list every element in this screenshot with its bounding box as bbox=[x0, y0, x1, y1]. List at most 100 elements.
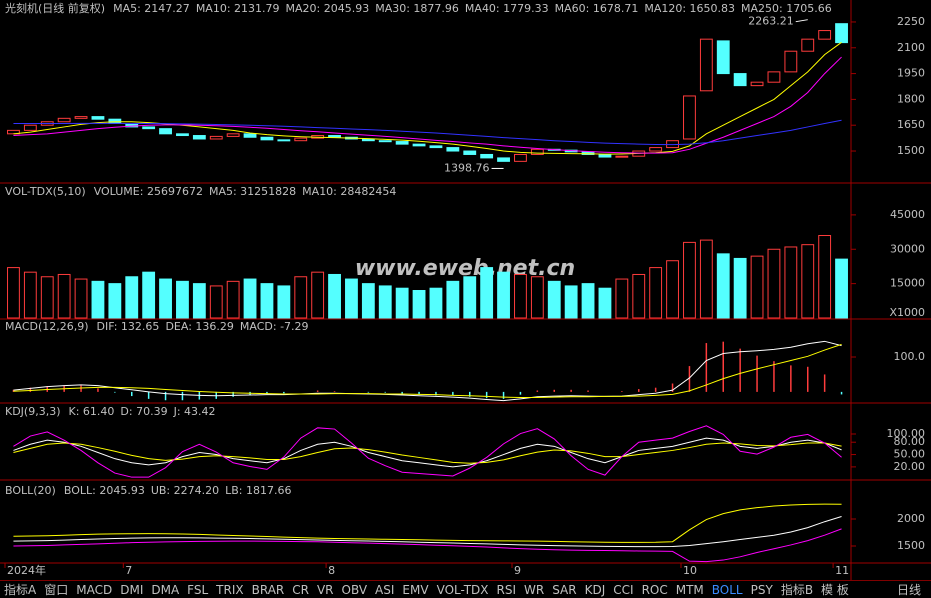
indicator-tab[interactable]: 指标A bbox=[4, 583, 37, 597]
volume-bar bbox=[226, 280, 240, 319]
y-tick-label: 30000 bbox=[890, 242, 925, 255]
volume-bar bbox=[7, 267, 20, 319]
panel-title: BOLL(20) bbox=[5, 484, 56, 497]
indicator-tab[interactable]: 模 板 bbox=[821, 583, 849, 597]
legend-entry: VOLUME: 25697672 bbox=[94, 185, 203, 198]
volume-bar bbox=[463, 276, 477, 319]
volume-bar bbox=[683, 241, 696, 319]
indicator-tab[interactable]: VOL-TDX bbox=[436, 582, 489, 597]
legend-entry: D: 70.39 bbox=[120, 405, 167, 418]
candle bbox=[750, 81, 764, 87]
x-tick-label: 10 bbox=[683, 564, 697, 577]
y-tick-label: 1500 bbox=[897, 144, 925, 157]
indicator-tab[interactable]: KDJ bbox=[584, 582, 606, 597]
indicator-tab[interactable]: BRAR bbox=[251, 582, 285, 597]
candle bbox=[514, 153, 527, 162]
y-tick-label: 80.00 bbox=[894, 435, 926, 448]
volume-bar bbox=[176, 280, 189, 319]
candle bbox=[497, 157, 510, 162]
indicator-tab[interactable]: PSY bbox=[750, 582, 773, 597]
candle bbox=[243, 133, 257, 138]
candle bbox=[192, 135, 206, 140]
indicator-tab[interactable]: 指标B bbox=[780, 583, 814, 597]
volume-bar bbox=[497, 271, 510, 319]
indicator-tab[interactable]: WR bbox=[524, 582, 545, 597]
volume-bar bbox=[57, 273, 71, 319]
volume-bar bbox=[91, 280, 105, 319]
candle bbox=[74, 116, 88, 119]
volume-bar bbox=[564, 285, 578, 319]
indicator-tab[interactable]: EMV bbox=[402, 582, 429, 597]
candle bbox=[226, 133, 240, 137]
candle bbox=[395, 141, 409, 145]
candle bbox=[683, 95, 696, 140]
y-tick-label: 15000 bbox=[890, 277, 925, 290]
indicator-tab[interactable]: DMI bbox=[120, 582, 144, 597]
legend-entry: MA40: 1779.33 bbox=[465, 2, 549, 15]
candle bbox=[818, 30, 832, 40]
candle bbox=[378, 140, 392, 143]
annotation: 2263.21 bbox=[748, 15, 794, 28]
y-tick-label: 2000 bbox=[897, 512, 925, 525]
volume-bar bbox=[446, 280, 460, 319]
indicator-tab[interactable]: ASI bbox=[375, 582, 395, 597]
panel-title: VOL-TDX(5,10) bbox=[5, 185, 86, 198]
indicator-tab[interactable]: BOLL bbox=[711, 582, 743, 597]
y-tick-label: 50.00 bbox=[894, 448, 926, 461]
candle bbox=[463, 150, 477, 155]
volume-bar bbox=[598, 287, 612, 319]
volume-bar bbox=[142, 271, 156, 319]
legend-entry: MA120: 1650.83 bbox=[644, 2, 735, 15]
y-tick-label: 20.00 bbox=[894, 460, 926, 473]
indicator-tab[interactable]: CR bbox=[292, 582, 309, 597]
y-tick-label: 1500 bbox=[897, 539, 925, 552]
indicator-tab[interactable]: RSI bbox=[496, 582, 517, 597]
volume-bar bbox=[159, 278, 172, 319]
volume-bar bbox=[480, 267, 494, 319]
y-tick-label: 2100 bbox=[897, 41, 925, 54]
volume-bar bbox=[209, 285, 223, 319]
y-tick-label: 1650 bbox=[897, 118, 925, 131]
axis-unit: X1000 bbox=[889, 306, 925, 319]
volume-bar bbox=[699, 239, 713, 319]
volume-bar bbox=[530, 276, 544, 319]
candle bbox=[733, 73, 747, 87]
legend-entry: MA10: 2131.79 bbox=[196, 2, 280, 15]
indicator-tab[interactable]: DMA bbox=[151, 582, 180, 597]
volume-bar bbox=[294, 276, 308, 319]
indicator-tab[interactable]: OBV bbox=[341, 582, 368, 597]
volume-bar bbox=[328, 273, 341, 319]
legend-entry: MA60: 1678.71 bbox=[555, 2, 639, 15]
indicator-tab[interactable]: TRIX bbox=[216, 582, 244, 597]
indicator-tab[interactable]: CCI bbox=[613, 582, 634, 597]
period-tab[interactable]: 日线 bbox=[896, 583, 921, 597]
volume-bar bbox=[361, 283, 375, 319]
candle bbox=[142, 126, 156, 130]
panel-title: 光刻机(日线 前复权) bbox=[5, 1, 105, 15]
indicator-tab[interactable]: FSL bbox=[187, 582, 209, 597]
indicator-tab[interactable]: MACD bbox=[76, 582, 113, 597]
annotation: 1398.76 bbox=[444, 161, 490, 174]
panel-title: MACD(12,26,9) bbox=[5, 320, 89, 333]
candle bbox=[412, 143, 426, 147]
volume-bar bbox=[514, 273, 527, 319]
annotation-pointer bbox=[795, 19, 808, 23]
x-tick-label: 2024年 bbox=[7, 563, 46, 577]
indicator-tab[interactable]: SAR bbox=[552, 582, 577, 597]
legend-entry: K: 61.40 bbox=[69, 405, 115, 418]
volume-bar bbox=[412, 290, 426, 319]
candle bbox=[23, 124, 37, 131]
candle bbox=[159, 128, 172, 135]
x-tick-label: 9 bbox=[514, 564, 521, 577]
indicator-line bbox=[13, 343, 842, 398]
volume-bar bbox=[277, 285, 291, 319]
candle bbox=[429, 145, 443, 149]
indicator-tab[interactable]: 窗口 bbox=[44, 583, 69, 597]
candle bbox=[91, 116, 105, 120]
candle bbox=[530, 148, 544, 155]
indicator-tab[interactable]: MTM bbox=[675, 582, 704, 597]
indicator-tab[interactable]: VR bbox=[316, 582, 334, 597]
indicator-tab[interactable]: ROC bbox=[641, 582, 668, 597]
indicator-line bbox=[13, 340, 842, 402]
